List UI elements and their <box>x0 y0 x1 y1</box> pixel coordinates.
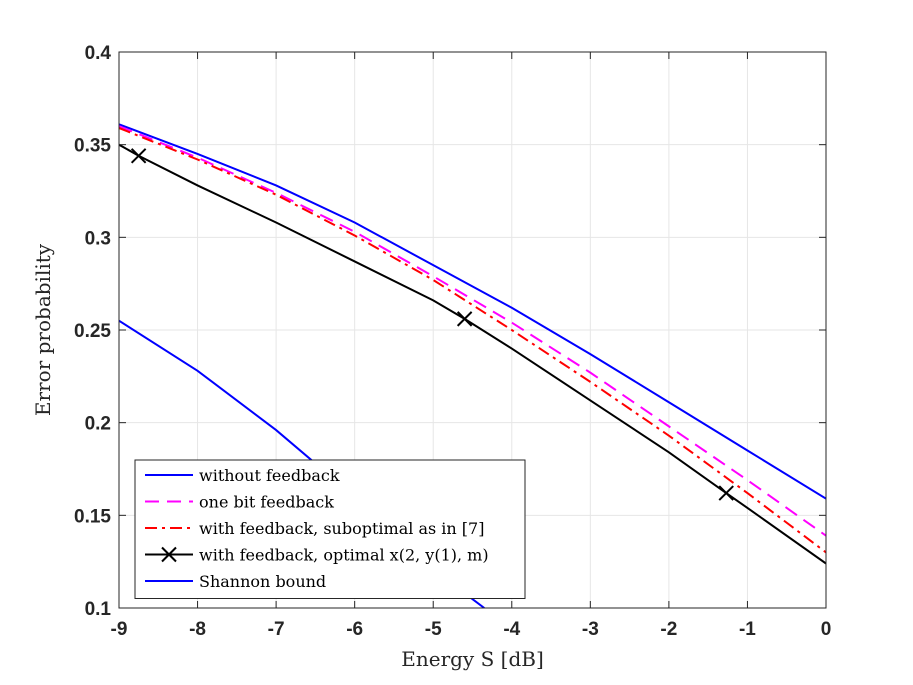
legend-label-3: with feedback, suboptimal as in [7] <box>199 519 484 538</box>
x-tick-label: -1 <box>739 619 756 640</box>
x-marker <box>456 311 473 327</box>
x-tick-label: -4 <box>503 619 520 640</box>
legend-label-5: Shannon bound <box>199 572 326 591</box>
x-tick-label: -9 <box>111 619 128 640</box>
y-tick-label: 0.1 <box>85 599 112 620</box>
series-line-3 <box>119 127 826 554</box>
x-marker <box>161 546 177 563</box>
y-tick-label: 0.35 <box>74 136 111 157</box>
x-tick-label: -6 <box>346 619 363 640</box>
x-axis-label: Energy S [dB] <box>401 647 544 671</box>
y-axis-label: Error probability <box>31 243 55 416</box>
legend-label-1: without feedback <box>199 466 340 485</box>
y-tick-label: 0.15 <box>74 506 111 527</box>
x-marker <box>130 148 147 164</box>
y-tick-label: 0.3 <box>85 228 111 249</box>
x-tick-label: 0 <box>821 619 832 640</box>
x-tick-label: -3 <box>582 619 599 640</box>
axis-ticks: -9 -8 -7 -6 -5 -4 -3 -2 -1 0 0.1 0.15 0.2 0.25 0.3 0.35… <box>74 43 831 640</box>
legend-box <box>134 459 526 599</box>
x-tick-label: -5 <box>425 619 442 640</box>
x-tick-label: -7 <box>268 619 285 640</box>
legend-label-4: with feedback, optimal x(2, y(1), m) <box>199 546 489 565</box>
legend: without feedback one bit feedback with fee… <box>134 459 526 599</box>
x-tick-label: -8 <box>189 619 206 640</box>
y-tick-label: 0.2 <box>85 414 111 435</box>
y-tick-label: 0.25 <box>74 321 111 342</box>
x-marker <box>718 485 734 501</box>
x-tick-label: -2 <box>660 619 677 640</box>
y-tick-label: 0.4 <box>85 43 112 64</box>
legend-label-2: one bit feedback <box>199 493 334 512</box>
series-line-1 <box>119 123 826 500</box>
